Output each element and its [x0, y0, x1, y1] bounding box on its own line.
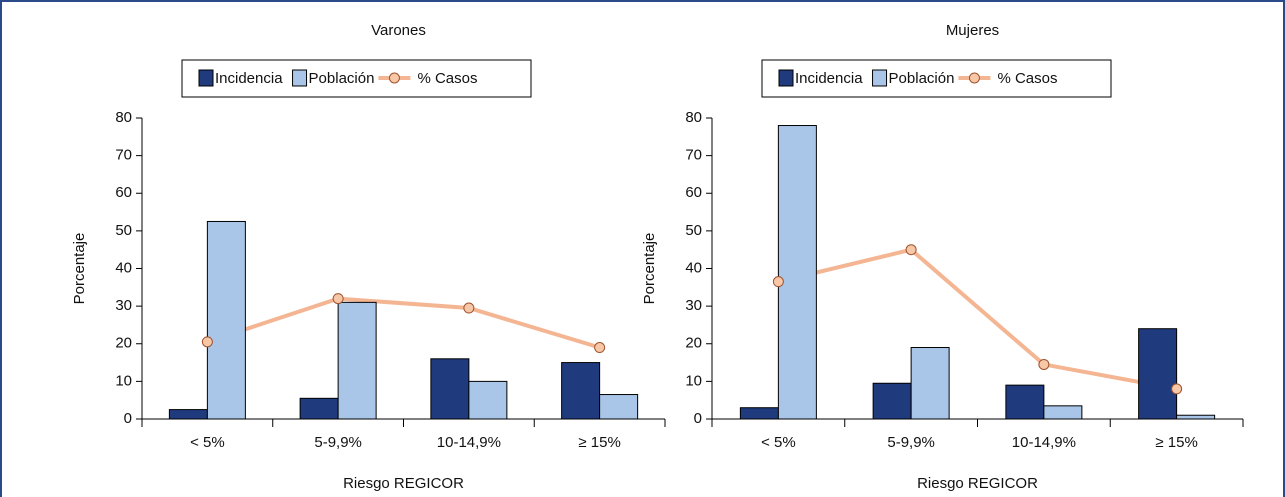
x-axis-label: Riesgo REGICOR	[343, 475, 464, 492]
y-tick-label: 50	[685, 222, 702, 239]
x-tick-label: ≥ 15%	[578, 434, 620, 451]
line-marker	[1171, 383, 1183, 395]
y-tick-label: 70	[115, 147, 132, 164]
y-tick-label: 60	[115, 184, 132, 201]
y-tick-label: 80	[685, 109, 702, 126]
legend-label: Incidencia	[215, 70, 283, 87]
y-tick-label: 0	[694, 410, 702, 427]
bar	[1176, 414, 1216, 420]
bar	[561, 362, 601, 420]
bar	[872, 382, 912, 420]
legend-marker	[968, 72, 980, 84]
y-tick-label: 10	[115, 372, 132, 389]
legend-swatch	[872, 69, 888, 87]
y-tick-label: 80	[115, 109, 132, 126]
y-tick-label: 20	[115, 335, 132, 352]
legend-label: % Casos	[997, 70, 1057, 87]
line-marker	[772, 276, 784, 288]
x-tick-label: ≥ 15%	[1155, 434, 1197, 451]
y-tick-label: 0	[124, 410, 132, 427]
line-marker	[201, 336, 213, 348]
bar	[299, 397, 339, 420]
legend-swatch	[198, 69, 214, 87]
bar	[1043, 405, 1083, 420]
bar	[599, 394, 639, 420]
legend-label: Incidencia	[795, 70, 863, 87]
bar	[910, 347, 950, 420]
legend-label: Población	[889, 70, 955, 87]
bar	[168, 409, 208, 420]
bar	[337, 301, 377, 420]
x-tick-label: < 5%	[190, 434, 225, 451]
line-marker	[905, 244, 917, 256]
legend-swatch	[778, 69, 794, 87]
line-series	[206, 296, 601, 350]
y-tick-label: 30	[115, 297, 132, 314]
legend-box	[181, 59, 532, 98]
y-tick-label: 60	[685, 184, 702, 201]
legend-swatch	[292, 69, 308, 87]
legend-label: Población	[309, 70, 375, 87]
line-marker	[332, 293, 344, 305]
line-marker	[463, 302, 475, 314]
line-series	[777, 247, 1177, 391]
y-tick-label: 30	[685, 297, 702, 314]
y-tick-label: 10	[685, 372, 702, 389]
legend-marker	[388, 72, 400, 84]
bar	[206, 220, 246, 420]
x-tick-label: 10-14,9%	[1012, 434, 1076, 451]
y-tick-label: 70	[685, 147, 702, 164]
legend-label: % Casos	[417, 70, 477, 87]
y-axis-label: Porcentaje	[71, 233, 88, 305]
chart-title: Varones	[371, 22, 426, 39]
y-axis-label: Porcentaje	[641, 233, 658, 305]
x-tick-label: 5-9,9%	[314, 434, 362, 451]
bar	[1138, 328, 1178, 420]
x-tick-label: < 5%	[761, 434, 796, 451]
x-tick-label: 5-9,9%	[887, 434, 935, 451]
bar	[468, 380, 508, 420]
line-marker	[594, 342, 606, 354]
bar	[430, 358, 470, 420]
x-tick-label: 10-14,9%	[437, 434, 501, 451]
bar	[1005, 384, 1045, 420]
chart-title: Mujeres	[946, 22, 999, 39]
y-tick-label: 40	[115, 259, 132, 276]
x-axis-label: Riesgo REGICOR	[917, 475, 1038, 492]
y-tick-label: 40	[685, 259, 702, 276]
bar	[777, 125, 817, 420]
bar	[739, 407, 779, 420]
y-tick-label: 20	[685, 335, 702, 352]
line-marker	[1038, 358, 1050, 370]
y-tick-label: 50	[115, 222, 132, 239]
legend-box	[761, 59, 1112, 98]
